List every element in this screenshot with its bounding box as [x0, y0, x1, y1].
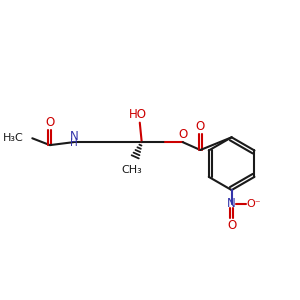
Text: O: O [227, 219, 236, 232]
Text: N: N [227, 197, 236, 210]
Text: HO: HO [129, 108, 147, 121]
Text: O: O [196, 120, 205, 133]
Text: O: O [178, 128, 188, 141]
Text: N: N [70, 130, 79, 143]
Text: O: O [45, 116, 55, 129]
Text: H₃C: H₃C [3, 133, 23, 143]
Text: CH₃: CH₃ [122, 164, 142, 175]
Text: O⁻: O⁻ [247, 199, 261, 209]
Text: H: H [70, 138, 78, 148]
